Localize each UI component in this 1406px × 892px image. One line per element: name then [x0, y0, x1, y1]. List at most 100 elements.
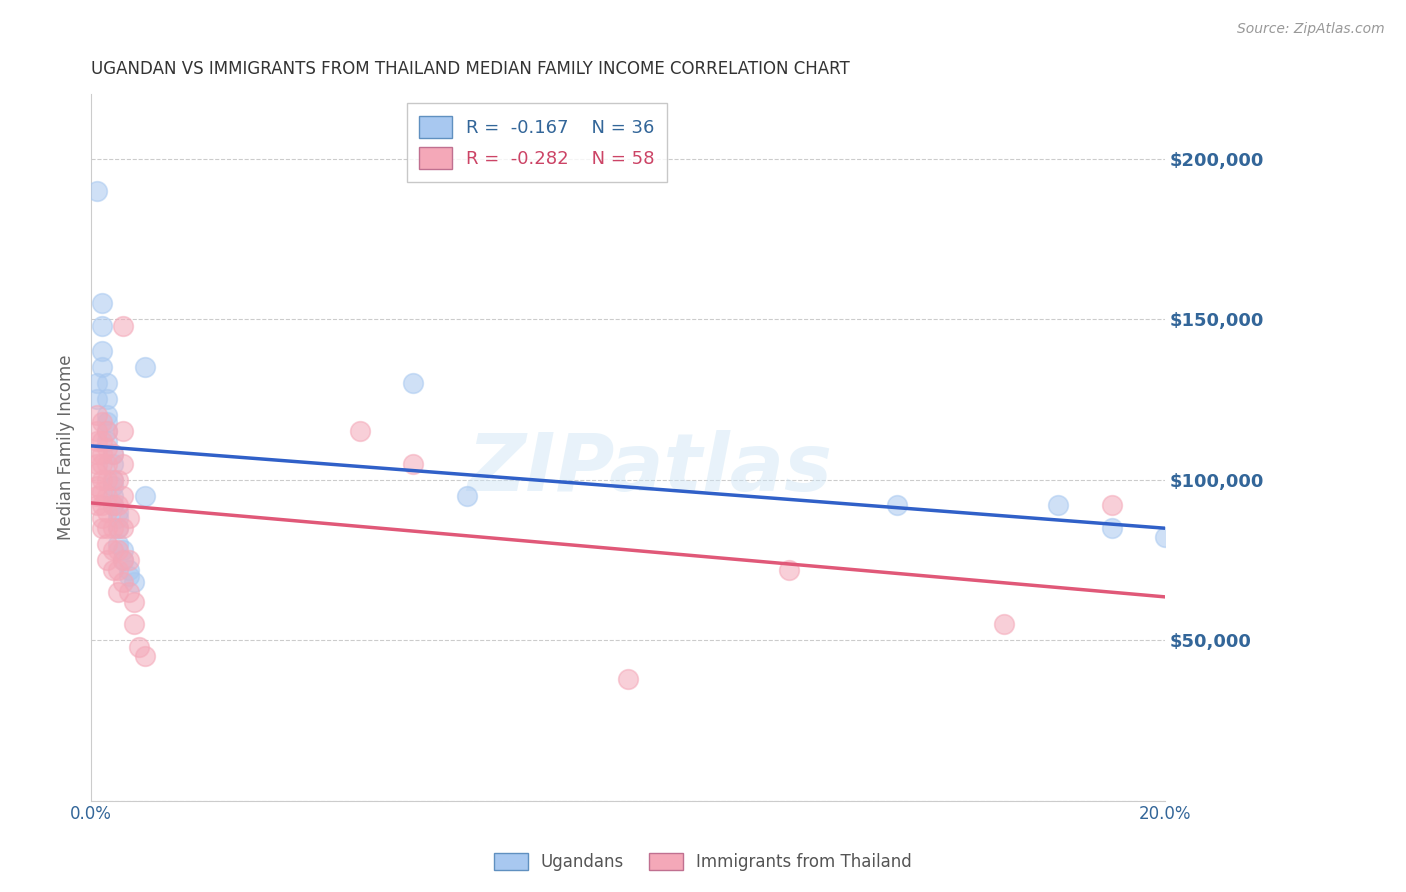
- Point: [90, 457, 112, 471]
- Point: [122, 575, 145, 590]
- Point: [86, 489, 108, 503]
- Point: [86, 184, 108, 198]
- Point: [134, 489, 156, 503]
- Point: [101, 521, 124, 535]
- Point: [107, 521, 129, 535]
- Point: [86, 466, 108, 480]
- Point: [107, 543, 129, 558]
- Legend: R =  -0.167    N = 36, R =  -0.282    N = 58: R = -0.167 N = 36, R = -0.282 N = 58: [406, 103, 668, 182]
- Point: [90, 447, 112, 461]
- Point: [112, 318, 135, 333]
- Point: [96, 489, 118, 503]
- Point: [107, 585, 129, 599]
- Point: [101, 498, 124, 512]
- Point: [90, 318, 112, 333]
- Point: [90, 473, 112, 487]
- Point: [101, 473, 124, 487]
- Point: [128, 640, 150, 654]
- Point: [86, 409, 108, 423]
- Point: [1101, 498, 1123, 512]
- Point: [90, 344, 112, 359]
- Point: [1154, 530, 1177, 544]
- Point: [96, 425, 118, 439]
- Point: [886, 498, 908, 512]
- Point: [107, 511, 129, 525]
- Point: [96, 473, 118, 487]
- Point: [107, 562, 129, 576]
- Point: [96, 425, 118, 439]
- Point: [112, 553, 135, 567]
- Point: [993, 617, 1015, 632]
- Point: [134, 360, 156, 375]
- Point: [107, 473, 129, 487]
- Point: [86, 457, 108, 471]
- Point: [96, 376, 118, 391]
- Legend: Ugandans, Immigrants from Thailand: Ugandans, Immigrants from Thailand: [486, 845, 920, 880]
- Point: [101, 473, 124, 487]
- Point: [112, 457, 135, 471]
- Point: [90, 521, 112, 535]
- Point: [101, 447, 124, 461]
- Point: [86, 425, 108, 439]
- Point: [96, 415, 118, 429]
- Point: [96, 521, 118, 535]
- Point: [86, 376, 108, 391]
- Text: UGANDAN VS IMMIGRANTS FROM THAILAND MEDIAN FAMILY INCOME CORRELATION CHART: UGANDAN VS IMMIGRANTS FROM THAILAND MEDI…: [91, 60, 849, 78]
- Point: [402, 376, 425, 391]
- Point: [90, 485, 112, 500]
- Point: [101, 457, 124, 471]
- Point: [86, 498, 108, 512]
- Point: [107, 498, 129, 512]
- Point: [112, 543, 135, 558]
- Point: [96, 553, 118, 567]
- Point: [402, 457, 425, 471]
- Point: [122, 617, 145, 632]
- Point: [112, 489, 135, 503]
- Point: [86, 447, 108, 461]
- Point: [456, 489, 478, 503]
- Point: [118, 569, 141, 583]
- Point: [101, 543, 124, 558]
- Point: [134, 649, 156, 664]
- Point: [112, 553, 135, 567]
- Point: [1046, 498, 1069, 512]
- Point: [349, 425, 371, 439]
- Point: [107, 505, 129, 519]
- Point: [90, 415, 112, 429]
- Point: [101, 562, 124, 576]
- Point: [90, 498, 112, 512]
- Point: [107, 521, 129, 535]
- Point: [90, 511, 112, 525]
- Point: [118, 511, 141, 525]
- Point: [107, 537, 129, 551]
- Point: [96, 537, 118, 551]
- Point: [617, 672, 640, 686]
- Point: [101, 479, 124, 493]
- Point: [122, 594, 145, 608]
- Point: [96, 457, 118, 471]
- Point: [90, 360, 112, 375]
- Text: ZIPatlas: ZIPatlas: [467, 430, 832, 508]
- Point: [1101, 521, 1123, 535]
- Point: [101, 447, 124, 461]
- Point: [96, 434, 118, 449]
- Point: [86, 434, 108, 449]
- Point: [118, 553, 141, 567]
- Point: [101, 489, 124, 503]
- Point: [118, 562, 141, 576]
- Point: [112, 425, 135, 439]
- Point: [118, 585, 141, 599]
- Y-axis label: Median Family Income: Median Family Income: [58, 355, 75, 541]
- Point: [86, 392, 108, 407]
- Point: [101, 498, 124, 512]
- Text: Source: ZipAtlas.com: Source: ZipAtlas.com: [1237, 22, 1385, 37]
- Point: [90, 296, 112, 310]
- Point: [86, 479, 108, 493]
- Point: [96, 392, 118, 407]
- Point: [112, 575, 135, 590]
- Point: [96, 441, 118, 455]
- Point: [778, 562, 800, 576]
- Point: [90, 434, 112, 449]
- Point: [96, 505, 118, 519]
- Point: [96, 409, 118, 423]
